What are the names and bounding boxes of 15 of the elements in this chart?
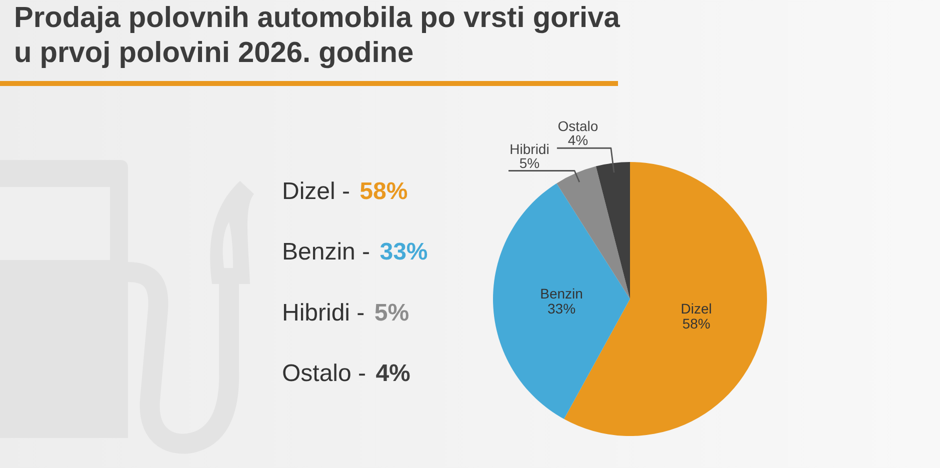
pie-slice xyxy=(596,162,630,299)
data-label: 58% xyxy=(682,316,710,332)
text: Ostalo - 4% xyxy=(282,360,410,388)
data-label: 33% xyxy=(548,300,576,317)
slice-label: Dizel xyxy=(680,300,712,317)
slice-label: Ostalo xyxy=(558,118,598,134)
text: Dizel - 58% xyxy=(282,178,408,205)
pie-slice xyxy=(493,183,630,420)
slice-label: Benzin xyxy=(540,286,583,302)
text: Hibridi - 5% xyxy=(282,299,410,326)
text: Benzin - 33% xyxy=(282,238,428,266)
chart-title: Prodaja polovnih automobila po vrsti goriva u prvoj polovini 2026. godine xyxy=(14,2,621,69)
slice-label: Hibridi xyxy=(510,140,550,157)
data-label: 5% xyxy=(519,154,540,171)
data-label: 4% xyxy=(568,132,588,148)
